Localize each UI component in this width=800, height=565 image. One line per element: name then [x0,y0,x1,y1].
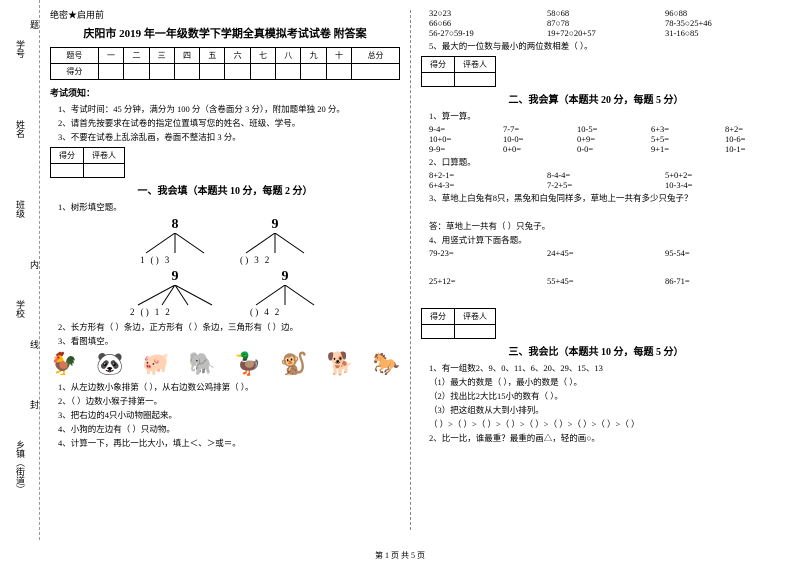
pig-icon: 🐖 [142,351,169,377]
exam-title: 庆阳市 2019 年一年级数学下学期全真模拟考试试卷 附答案 [50,25,400,41]
tree-diagram: 9 ( )42 [250,269,320,317]
section-1-title: 一、我会填（本题共 10 分，每题 2 分） [50,182,400,197]
calc-row: 10+0=10-0=0+9=5+5=10-6= [429,134,771,144]
tree-diagrams-row1: 8 1( )3 9 ( )32 [50,217,400,265]
elephant-icon: 🐘 [188,351,215,377]
sub-question: 3、把右边的4只小动物圈起来。 [58,409,400,421]
sub-question: （1）最大的数是（ ），最小的数是（ ）。 [429,376,771,388]
sub-question: （2）找出比2大比15小的数有（ ）。 [429,390,771,402]
answer-text: 答：草地上一共有（ ）只兔子。 [429,220,771,232]
question-text: 3、看图填空。 [58,335,400,347]
right-column: 32○2358○6896○88 66○6687○7878-35○25+46 56… [411,0,781,540]
tree-diagram: 9 ( )32 [240,217,310,265]
score-box: 得分评卷人 [421,308,496,339]
duck-icon: 🦆 [234,351,261,377]
section-3-title: 三、我会比（本题共 10 分，每题 5 分） [421,343,771,358]
rooster-icon: 🐓 [50,351,77,377]
notice-item: 1、考试时间：45 分钟，满分为 100 分（含卷面分 3 分），附加题单独 2… [58,103,400,115]
horse-icon: 🐎 [373,351,400,377]
score-box: 得分评卷人 [50,147,125,178]
tree-diagram: 8 1( )3 [140,217,210,265]
left-column: 绝密★启用前 庆阳市 2019 年一年级数学下学期全真模拟考试试卷 附答案 题号… [40,0,410,540]
calc-row: 8+2-1=8-4-4=5+0+2= [429,170,771,180]
notice-item: 3、不要在试卷上乱涂乱画，卷面不整洁扣 3 分。 [58,131,400,143]
question-text: 2、口算题。 [429,156,771,168]
tree-diagram: 9 2( )12 [130,269,220,317]
question-text: 2、长方形有（ ）条边，正方形有（ ）条边，三角形有（ ）边。 [58,321,400,333]
sub-question: 4、小狗的左边有（ ）只动物。 [58,423,400,435]
page-footer: 第 1 页 共 5 页 [0,550,800,561]
cut-label: 内 [28,260,41,269]
binding-margin: 学号 姓名 班级 学校 乡镇（街道） 题 内 线 封 [0,0,40,540]
cut-label: 线 [28,340,41,349]
label-class: 班级 [14,200,27,218]
table-row: 得分 [51,64,400,80]
sub-question: 1、从左边数小象排第（ ），从右边数公鸡排第（ ）。 [58,381,400,393]
question-text: 3、草地上白兔有8只，黑兔和白兔同样多，草地上一共有多少只兔子？ [429,192,771,204]
calc-row: 6+4-3=7-2+5=10-3-4= [429,180,771,190]
sub-question: 2、（ ）边数小猴子排第一。 [58,395,400,407]
label-town: 乡镇（街道） [14,440,27,494]
section-2-title: 二、我会算（本题共 20 分，每题 5 分） [421,91,771,106]
compare-row: 56-27○59-1919+72○20+5731-16○85 [429,28,771,38]
question-text: 1、算一算。 [429,110,771,122]
label-school: 学校 [14,300,27,318]
calc-row: 9-9=0+0=0-0=9+1=10-1= [429,144,771,154]
question-number-table: 题号一二三四五六七八九十总分 得分 [50,47,400,80]
score-box: 得分评卷人 [421,56,496,87]
calc-row: 25+12=55+45=86-71= [429,276,771,286]
notice-title: 考试须知： [50,86,400,99]
question-text: 1、树形填空题。 [58,201,400,213]
tree-diagrams-row2: 9 2( )12 9 ( )42 [50,269,400,317]
sub-question: （3）把这组数从大到小排列。 [429,404,771,416]
animal-row: 🐓 🐼 🐖 🐘 🦆 🐒 🐕 🐎 [50,351,400,377]
compare-row: 32○2358○6896○88 [429,8,771,18]
question-text: 5、最大的一位数与最小的两位数相差（ ）。 [429,40,771,52]
question-text: 1、有一组数2、9、0、11、6、20、29、15、13 [429,362,771,374]
ordering-blanks: （ ）>（ ）>（ ）>（ ）>（ ）>（ ）>（ ）>（ ）>（ ） [429,418,771,430]
question-text: 4、用竖式计算下面各题。 [429,234,771,246]
dog-icon: 🐕 [326,351,353,377]
secret-label: 绝密★启用前 [50,8,400,21]
panda-icon: 🐼 [96,351,123,377]
question-text: 4、计算一下，再比一比大小，填上＜、＞或＝。 [58,437,400,449]
question-text: 2、比一比，谁最重？最重的画△，轻的画○。 [429,432,771,444]
label-name: 姓名 [14,120,27,138]
compare-row: 66○6687○7878-35○25+46 [429,18,771,28]
cut-label: 题 [28,20,41,29]
monkey-icon: 🐒 [280,351,307,377]
cut-label: 封 [28,400,41,409]
calc-row: 79-23=24+45=95-54= [429,248,771,258]
calc-row: 9-4=7-7=10-5=6+3=8+2= [429,124,771,134]
table-row: 题号一二三四五六七八九十总分 [51,48,400,64]
notice-item: 2、请首先按要求在试卷的指定位置填写您的姓名、班级、学号。 [58,117,400,129]
label-student-id: 学号 [14,40,27,58]
